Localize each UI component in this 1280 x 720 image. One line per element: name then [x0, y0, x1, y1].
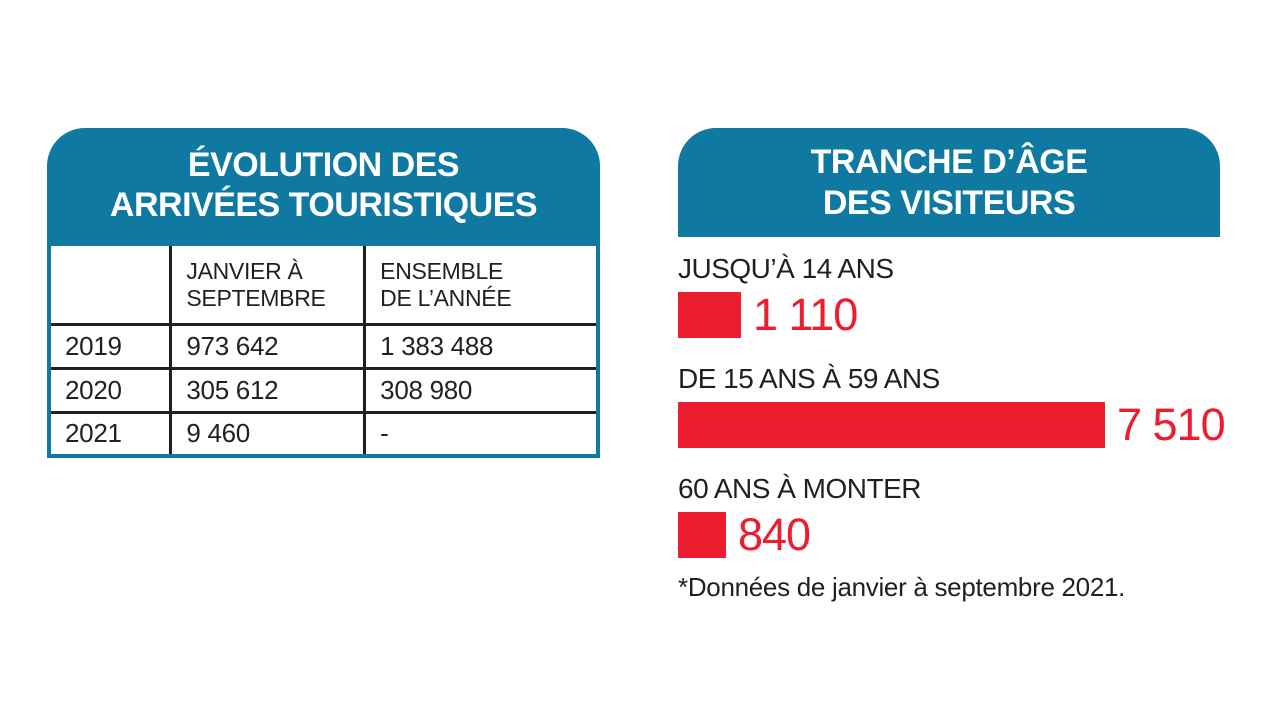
bar-value: 840	[738, 509, 811, 560]
year-cell: 2020	[47, 366, 173, 414]
value-cell: 305 612	[169, 366, 367, 414]
column-header-0	[47, 242, 173, 326]
arrivals-table-header-row: JANVIER À SEPTEMBRE ENSEMBLE DE L’ANNÉE	[47, 242, 600, 326]
bar-value: 1 110	[753, 289, 858, 340]
bar-group: JUSQU’À 14 ANS 1 110	[678, 253, 1220, 338]
bar-label: DE 15 ANS À 59 ANS	[678, 363, 940, 394]
footnote: *Données de janvier à septembre 2021.	[678, 572, 1126, 602]
column-header-2: ENSEMBLE DE L’ANNÉE	[363, 242, 600, 326]
bar-rect	[678, 512, 726, 558]
bar-group: 60 ANS À MONTER 840	[678, 473, 1220, 558]
bar-rect	[678, 402, 1105, 448]
age-groups-title-line2: DES VISITEURS	[822, 183, 1076, 222]
age-groups-header: TRANCHE D’ÂGE DES VISITEURS	[678, 128, 1220, 237]
value-cell: 9 460	[169, 410, 367, 458]
age-groups-panel: TRANCHE D’ÂGE DES VISITEURS JUSQU’À 14 A…	[678, 128, 1226, 603]
bar-value: 7 510	[1117, 399, 1226, 450]
tourist-arrivals-title-line1: ÉVOLUTION DES	[187, 145, 460, 184]
bar-row: 7 510	[678, 402, 1226, 448]
bar-label: 60 ANS À MONTER	[678, 473, 922, 504]
column-header-1: JANVIER À SEPTEMBRE	[169, 242, 367, 326]
value-cell: 973 642	[169, 322, 367, 370]
year-cell: 2019	[47, 322, 173, 370]
bar-row: 840	[678, 512, 1220, 558]
bar-rect	[678, 292, 741, 338]
tourist-arrivals-panel: ÉVOLUTION DES ARRIVÉES TOURISTIQUES JANV…	[47, 128, 600, 458]
table-row: 2019 973 642 1 383 488	[47, 322, 600, 370]
tourist-arrivals-title-line2: ARRIVÉES TOURISTIQUES	[109, 186, 538, 224]
age-bar-chart: JUSQU’À 14 ANS 1 110 DE 15 ANS À 59 ANS 7 5…	[678, 253, 1226, 558]
bar-label: JUSQU’À 14 ANS	[678, 253, 894, 284]
value-cell: 1 383 488	[363, 322, 600, 370]
table-row: 2020 305 612 308 980	[47, 366, 600, 414]
arrivals-table: JANVIER À SEPTEMBRE ENSEMBLE DE L’ANNÉE 201…	[47, 242, 600, 458]
tourist-arrivals-header: ÉVOLUTION DES ARRIVÉES TOURISTIQUES	[47, 128, 600, 242]
year-cell: 2021	[47, 410, 173, 458]
bar-group: DE 15 ANS À 59 ANS 7 510	[678, 363, 1226, 448]
value-cell: -	[363, 410, 600, 458]
age-groups-title-line1: TRANCHE D’ÂGE	[810, 143, 1088, 182]
value-cell: 308 980	[363, 366, 600, 414]
table-row: 2021 9 460-	[47, 410, 600, 458]
bar-row: 1 110	[678, 292, 1220, 338]
